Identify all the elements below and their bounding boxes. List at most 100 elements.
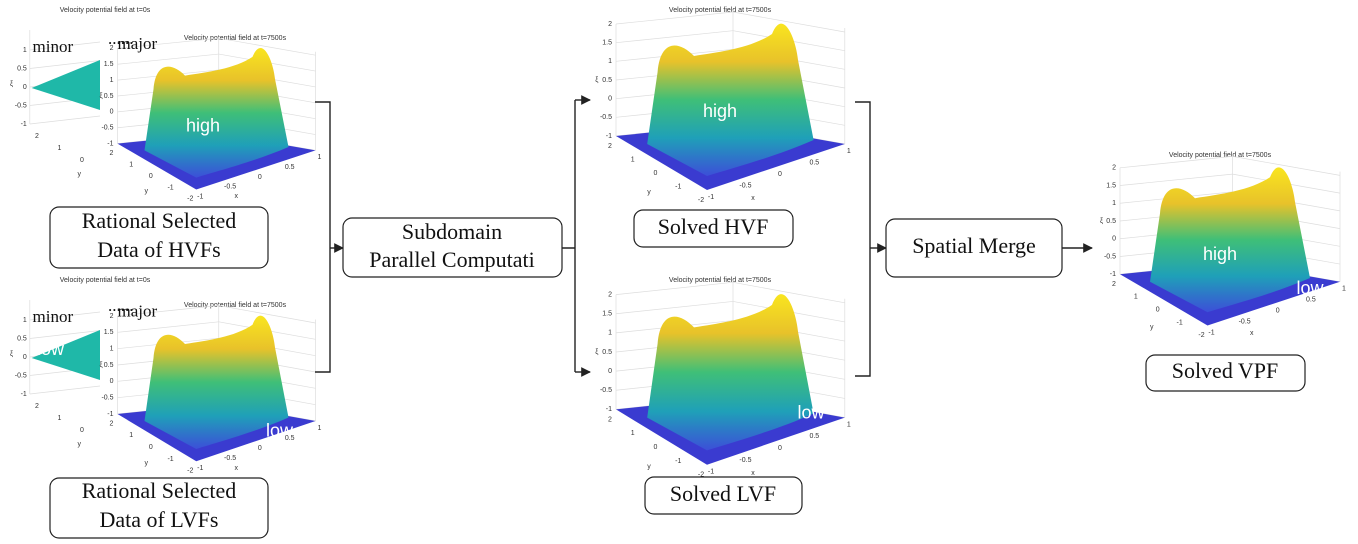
z-tick-label: 0 bbox=[110, 378, 114, 385]
plots: Velocity potential field at t=0s 1 0.5 0 -0.… bbox=[10, 7, 1346, 479]
plot-title: Velocity potential field at t=7500s bbox=[669, 7, 772, 14]
z-tick-label: -0.5 bbox=[15, 102, 27, 109]
ellipsis: ...... bbox=[108, 29, 134, 48]
z-tick-label: -1 bbox=[606, 406, 612, 413]
z-axis-label: ξ bbox=[100, 362, 103, 369]
x-tick-label: 0.5 bbox=[1306, 297, 1316, 304]
z-tick-label: -1 bbox=[21, 121, 27, 128]
x-tick-label: 0 bbox=[258, 445, 262, 452]
grid-line bbox=[117, 321, 219, 333]
z-tick-label: 1.5 bbox=[602, 311, 612, 318]
x-tick-label: -0.5 bbox=[739, 457, 751, 464]
x-tick-label: 0 bbox=[778, 445, 782, 452]
z-tick-label: 0 bbox=[23, 84, 27, 91]
x-tick-label: 0 bbox=[1276, 307, 1280, 314]
z-tick-label: 2 bbox=[110, 45, 114, 52]
z-tick-label: 1 bbox=[1112, 200, 1116, 207]
box bbox=[49, 477, 269, 539]
z-tick-label: 0 bbox=[110, 109, 114, 116]
ellipsis: ...... bbox=[108, 296, 134, 315]
y-tick-label: 0 bbox=[80, 157, 84, 164]
z-tick-label: -1 bbox=[107, 140, 113, 147]
x-tick-label: -0.5 bbox=[739, 182, 751, 189]
surface-label: low bbox=[37, 339, 65, 359]
x-tick-label: 0.5 bbox=[285, 164, 295, 171]
x-tick-label: -1 bbox=[708, 194, 714, 201]
grid-line bbox=[117, 305, 219, 317]
box-text: Solved VPF bbox=[1172, 358, 1279, 383]
box-text: Data of LVFs bbox=[100, 507, 219, 532]
y-tick-label: -2 bbox=[187, 468, 193, 475]
surface bbox=[144, 48, 289, 178]
y-tick-label: -2 bbox=[698, 197, 704, 204]
y-tick-label: 1 bbox=[58, 145, 62, 152]
box bbox=[49, 206, 269, 269]
z-tick-label: 0.5 bbox=[17, 65, 27, 72]
y-tick-label: -1 bbox=[167, 184, 173, 191]
grid-line bbox=[1119, 156, 1233, 169]
x-tick-label: -1 bbox=[1208, 329, 1214, 336]
surface bbox=[31, 60, 101, 110]
box-text: Solved HVF bbox=[658, 214, 769, 239]
z-tick-label: -1 bbox=[1110, 271, 1116, 278]
z-tick-label: 1 bbox=[608, 330, 612, 337]
plot-title: Velocity potential field at t=7500s bbox=[669, 277, 772, 284]
y-tick-label: 1 bbox=[631, 430, 635, 437]
z-tick-label: 1 bbox=[608, 58, 612, 65]
box bbox=[633, 209, 794, 248]
y-tick-label: -1 bbox=[167, 456, 173, 463]
x-axis-label: x bbox=[1250, 330, 1254, 337]
surface bbox=[31, 330, 101, 380]
grid-line bbox=[29, 311, 101, 321]
z-tick-label: -0.5 bbox=[15, 372, 27, 379]
y-axis-label: y bbox=[78, 171, 82, 178]
y-tick-label: 2 bbox=[608, 143, 612, 150]
grid-line bbox=[615, 301, 734, 315]
z-tick-label: 0.5 bbox=[17, 335, 27, 342]
plot-title: Velocity potential field at t=0s bbox=[60, 7, 151, 14]
x-tick-label: -0.5 bbox=[224, 455, 236, 462]
z-tick-label: -0.5 bbox=[600, 387, 612, 394]
y-tick-label: 0 bbox=[1156, 306, 1160, 313]
z-tick-label: 1.5 bbox=[602, 40, 612, 47]
y-tick-label: -2 bbox=[187, 196, 193, 203]
z-tick-label: 2 bbox=[110, 313, 114, 320]
z-tick-label: 0.5 bbox=[104, 93, 114, 100]
z-tick-label: -1 bbox=[606, 133, 612, 140]
bracket bbox=[315, 101, 331, 373]
z-tick-label: 2 bbox=[608, 291, 612, 298]
z-tick-label: 1 bbox=[110, 77, 114, 84]
z-tick-label: 0.5 bbox=[104, 362, 114, 369]
x-tick-label: 1 bbox=[1342, 286, 1346, 293]
x-tick-label: 0.5 bbox=[809, 433, 819, 440]
z-tick-label: 0 bbox=[1112, 236, 1116, 243]
z-tick-label: 1.5 bbox=[104, 329, 114, 336]
surface-label: low bbox=[266, 420, 294, 440]
grid-line bbox=[29, 60, 101, 69]
z-tick-label: 0.5 bbox=[602, 349, 612, 356]
box-text: Rational Selected bbox=[82, 478, 237, 503]
x-axis-label: x bbox=[751, 470, 755, 477]
y-tick-label: -1 bbox=[675, 183, 681, 190]
z-tick-label: 1.5 bbox=[104, 61, 114, 68]
z-axis-label: ξ bbox=[595, 349, 598, 356]
y-tick-label: -1 bbox=[1177, 319, 1183, 326]
z-axis-label: ξ bbox=[1100, 218, 1103, 225]
y-axis-label: y bbox=[145, 188, 149, 195]
y-tick-label: 1 bbox=[129, 161, 133, 168]
y-tick-label: 1 bbox=[129, 432, 133, 439]
z-tick-label: 0 bbox=[23, 354, 27, 361]
z-tick-label: 0 bbox=[608, 368, 612, 375]
box bbox=[644, 476, 803, 515]
x-tick-label: 1 bbox=[847, 148, 851, 155]
y-axis-label: y bbox=[1150, 324, 1154, 331]
y-tick-label: 2 bbox=[608, 416, 612, 423]
z-axis-label: ξ bbox=[10, 351, 13, 358]
y-axis-label: y bbox=[647, 464, 651, 471]
plot-tag: major bbox=[118, 301, 158, 320]
x-axis-label: x bbox=[751, 195, 755, 202]
z-tick-label: 2 bbox=[1112, 165, 1116, 172]
z-axis-label: ξ bbox=[595, 77, 598, 84]
surface-label: low bbox=[1296, 278, 1324, 298]
